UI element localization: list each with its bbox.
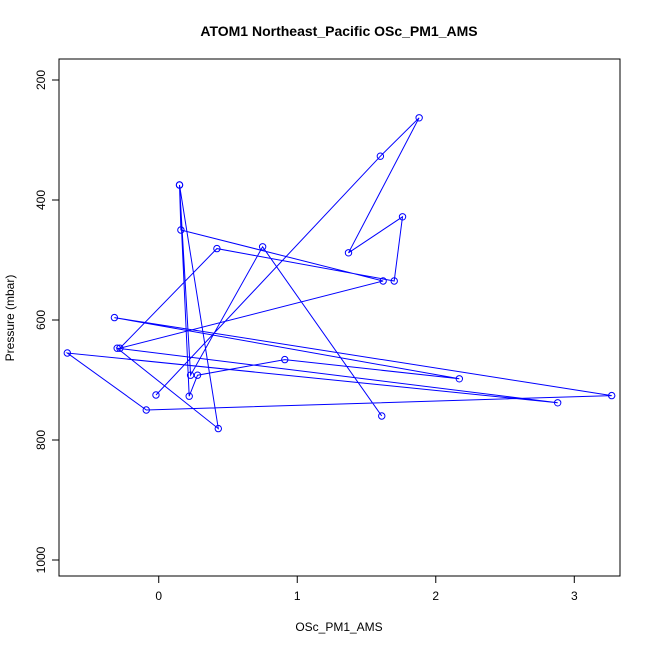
y-axis-label: Pressure (mbar)	[3, 275, 17, 362]
y-tick-label: 200	[34, 70, 48, 90]
y-tick-label: 1000	[34, 546, 48, 573]
series-line	[65, 117, 612, 430]
plot-frame	[58, 58, 621, 577]
y-axis: 200 400 600 800 1000	[34, 70, 60, 573]
data-point	[344, 249, 353, 257]
data-point	[281, 355, 289, 364]
data-point	[378, 412, 386, 420]
data-point	[110, 313, 119, 322]
data-point	[177, 226, 185, 234]
data-point	[398, 213, 407, 221]
data-point	[379, 277, 387, 285]
y-tick-label: 400	[34, 190, 48, 210]
data-point	[113, 344, 121, 352]
data-point	[415, 114, 423, 122]
data-point	[553, 399, 562, 407]
y-tick-label: 600	[34, 310, 48, 330]
x-tick-label: 1	[294, 589, 301, 603]
plot-area	[63, 114, 616, 433]
x-tick-label: 2	[432, 589, 439, 603]
y-tick-label: 800	[34, 430, 48, 450]
data-point	[116, 344, 124, 352]
x-tick-label: 0	[155, 589, 162, 603]
data-point	[376, 152, 385, 160]
data-point	[213, 244, 221, 253]
x-tick-label: 3	[571, 589, 578, 603]
data-point	[214, 424, 222, 433]
data-point	[63, 349, 72, 357]
x-axis: 0 1 2 3	[155, 575, 578, 603]
data-point	[142, 406, 150, 414]
data-point	[193, 371, 202, 379]
data-point	[186, 371, 195, 379]
data-point	[390, 277, 398, 285]
x-axis-label: OSc_PM1_AMS	[295, 620, 382, 634]
data-point	[175, 181, 184, 189]
data-point	[607, 391, 616, 400]
data-point	[152, 391, 160, 399]
data-point	[185, 392, 193, 400]
data-point	[258, 243, 267, 251]
data-point	[455, 375, 464, 383]
chart-title: ATOM1 Northeast_Pacific OSc_PM1_AMS	[200, 23, 477, 39]
